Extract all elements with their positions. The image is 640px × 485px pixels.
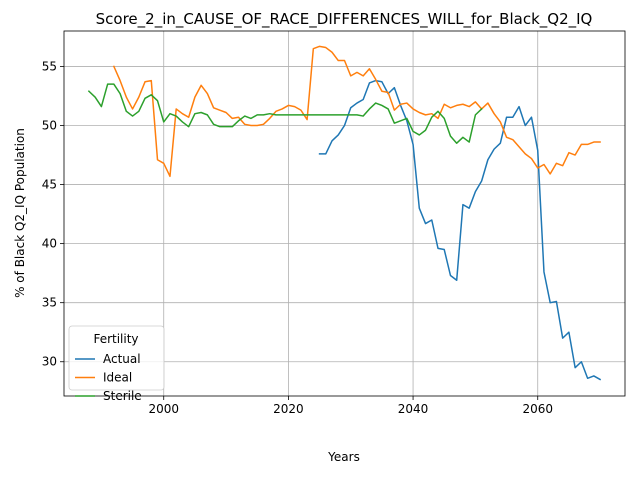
x-tick-label: 2060 [522, 402, 553, 416]
y-tick-label: 45 [42, 178, 57, 192]
series-lines [87, 45, 602, 381]
x-axis-label: Years [327, 450, 360, 464]
series-line-actual [318, 79, 602, 381]
legend-label-actual: Actual [103, 352, 141, 366]
series-line-ideal [112, 45, 601, 178]
y-axis-label: % of Black Q2_IQ Population [13, 128, 27, 298]
y-tick-label: 50 [42, 118, 57, 132]
y-tick-label: 40 [42, 237, 57, 251]
y-tick-label: 55 [42, 59, 57, 73]
series-line-sterile [87, 83, 483, 144]
legend-label-sterile: Sterile [103, 389, 142, 403]
y-tick-label: 30 [42, 355, 57, 369]
legend: Fertility Actual Ideal Sterile [68, 325, 165, 403]
axis-ticks: 2000 2020 2040 2060 30 35 40 45 50 55 [42, 59, 553, 416]
chart-title: Score_2_in_CAUSE_OF_RACE_DIFFERENCES_WIL… [96, 10, 593, 29]
plot-frame [63, 30, 626, 397]
x-tick-label: 2000 [148, 402, 179, 416]
x-tick-label: 2040 [398, 402, 429, 416]
legend-entries: Actual Ideal Sterile [75, 352, 142, 403]
legend-label-ideal: Ideal [103, 371, 132, 385]
legend-title: Fertility [93, 332, 138, 346]
x-tick-label: 2020 [273, 402, 304, 416]
y-tick-label: 35 [42, 296, 57, 310]
legend-box [68, 325, 165, 391]
